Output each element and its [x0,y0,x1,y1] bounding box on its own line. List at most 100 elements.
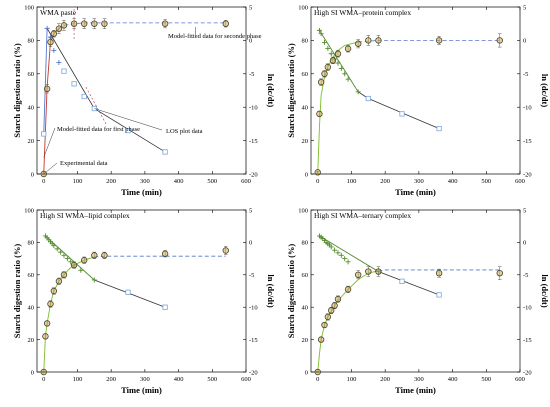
y-tick-label: 80 [302,38,309,45]
y2-tick-label: -5 [523,272,528,279]
x-tick-label: 200 [380,376,390,383]
annotation-label: Model-fitted data for seconde phase [168,33,262,40]
plot-frame [310,6,521,175]
plot-frame [36,209,247,373]
y2-tick-label: -5 [249,71,254,78]
x-tick-label: 500 [481,178,491,185]
y-tick-label: 40 [302,105,309,112]
x-tick-label: 300 [414,178,424,185]
y2-tick-label: -15 [249,138,258,145]
los-point-cross [338,65,344,71]
experimental-point [314,169,321,176]
experimental-point [328,307,335,314]
chart-panel-4: 0 100 200 300 400 500 600 0 20 40 60 80 100 -20 -15 -10… [286,207,550,395]
plot-frame [310,209,521,373]
experimental-point [435,37,443,44]
los-point-cross [44,25,50,31]
los-point-cross [328,244,334,250]
experimental-point [496,37,503,44]
los-point-cross [51,243,57,249]
los-point-cross [328,51,334,57]
y-tick-label: 0 [305,171,308,178]
y2-tick-label: -20 [249,369,258,376]
experimental-point [60,271,68,278]
y2-tick-label: -10 [249,105,258,112]
los-point-cross [78,267,84,273]
y-tick-label: 20 [302,138,309,145]
y2-tick-label: 5 [523,207,526,214]
experimental-point [354,40,362,47]
los-point-square [61,68,67,74]
x-tick-label: 200 [106,376,116,383]
experimental-point [317,336,325,343]
y2-tick-label: -20 [249,171,258,178]
experimental-point [496,269,503,277]
experimental-point [314,368,321,376]
annotation-label: Model-fitted data for first phase [57,126,140,133]
annotation-label: Experimental data [60,160,108,167]
x-tick-label: 400 [448,178,458,185]
y2-tick-label: -5 [523,71,528,78]
los-fit-line-first [43,28,48,134]
experimental-point [42,333,49,340]
experimental-point [365,37,372,44]
x-tick-label: 100 [347,376,357,383]
y-axis-label: Starch digestion ratio (%) [286,244,296,339]
y2-tick-label: 5 [523,4,526,11]
los-point-cross [335,250,341,256]
experimental-point [55,25,63,32]
x-tick-label: 100 [73,178,83,185]
experimental-point [91,252,98,259]
los-point-cross [51,47,57,53]
los-point-cross [91,277,97,283]
experimental-point [101,20,108,27]
plot-frame [36,6,247,175]
y2-tick-label: -5 [249,272,254,279]
y2-axis-label: ln (dc/dt) [540,274,550,307]
experimental-point [80,257,88,264]
los-point-square [436,125,442,132]
y2-tick-label: -15 [523,138,532,145]
y-axis-label: Starch digestion ratio (%) [286,43,296,138]
x-tick-label: 200 [106,178,116,185]
panel-title: High SI WMA–protein complex [314,8,411,17]
x-tick-label: 600 [515,376,525,383]
x-axis-label: Time (min) [121,187,162,197]
experimental-point [375,37,382,44]
y-tick-label: 20 [28,138,35,145]
experimental-point [331,302,338,309]
x-tick-label: 300 [140,178,150,185]
x-tick-label: 500 [481,376,491,383]
experimental-point [435,269,443,277]
y2-tick-label: -10 [523,105,532,112]
los-point-cross [54,246,60,252]
los-point-cross [345,76,351,82]
annotation-leader [43,127,56,158]
y-axis-label: Starch digestion ratio (%) [12,43,22,138]
experimental-point [47,38,54,46]
y2-tick-label: 0 [249,38,252,45]
panel-title: WMA paste [40,8,77,17]
experimental-point [317,78,325,86]
annotation-label: LOS plot data [166,128,203,135]
los-point-cross [332,247,338,253]
y-tick-label: 40 [302,305,309,312]
y2-tick-label: -15 [249,337,258,344]
los-point-cross [318,31,324,37]
los-fit-line-second [378,271,440,296]
experimental-point [70,261,78,269]
experimental-point [40,368,47,376]
y2-tick-label: -10 [523,305,532,312]
y-tick-label: 100 [298,4,308,11]
los-point-square [91,105,97,112]
los-point-cross [56,59,62,65]
experimental-point [334,295,342,303]
experimental-point [161,250,169,257]
y2-axis-label: ln (dc/dt) [266,74,276,107]
y-tick-label: 20 [302,337,309,344]
los-point-square [162,149,168,155]
y2-tick-label: -20 [523,369,532,376]
y-tick-label: 100 [24,207,34,214]
y-tick-label: 60 [302,71,309,78]
los-point-cross [338,252,344,258]
